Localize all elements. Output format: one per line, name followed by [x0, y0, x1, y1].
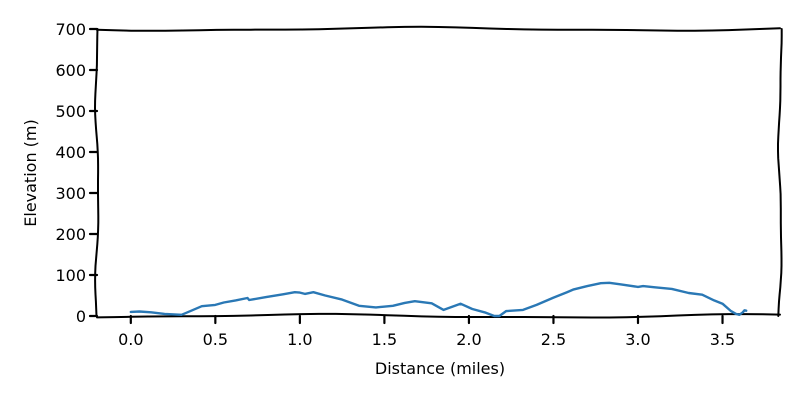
y-tick-label: 200 [55, 225, 86, 244]
y-tick-label: 300 [55, 184, 86, 203]
y-axis-label: Elevation (m) [21, 119, 40, 226]
frame-left [94, 28, 100, 317]
x-tick-label: 2.0 [456, 330, 481, 349]
data-layer [129, 281, 748, 318]
frame-bottom [96, 312, 781, 319]
x-tick-label: 3.5 [710, 330, 735, 349]
x-tick-label: 2.5 [541, 330, 566, 349]
y-tick-label: 0 [76, 307, 86, 326]
x-tick-label: 1.0 [287, 330, 312, 349]
x-tick-label: 1.5 [372, 330, 397, 349]
plot-frame [94, 25, 783, 319]
y-tick-label: 700 [55, 20, 86, 39]
frame-right [777, 28, 783, 317]
frame-top [96, 25, 781, 32]
x-axis-label: Distance (miles) [375, 359, 505, 378]
y-tick-label: 100 [55, 266, 86, 285]
y-axis: 0 100 200 300 400 500 600 700 [55, 20, 99, 326]
x-axis: 0.0 0.5 1.0 1.5 2.0 2.5 3.0 3.5 [118, 314, 735, 349]
y-tick-label: 500 [55, 102, 86, 121]
y-tick-label: 400 [55, 143, 86, 162]
x-tick-label: 3.0 [625, 330, 650, 349]
elevation-series-line [129, 281, 748, 318]
x-tick-label: 0.5 [203, 330, 228, 349]
y-tick-label: 600 [55, 61, 86, 80]
x-tick-label: 0.0 [118, 330, 143, 349]
